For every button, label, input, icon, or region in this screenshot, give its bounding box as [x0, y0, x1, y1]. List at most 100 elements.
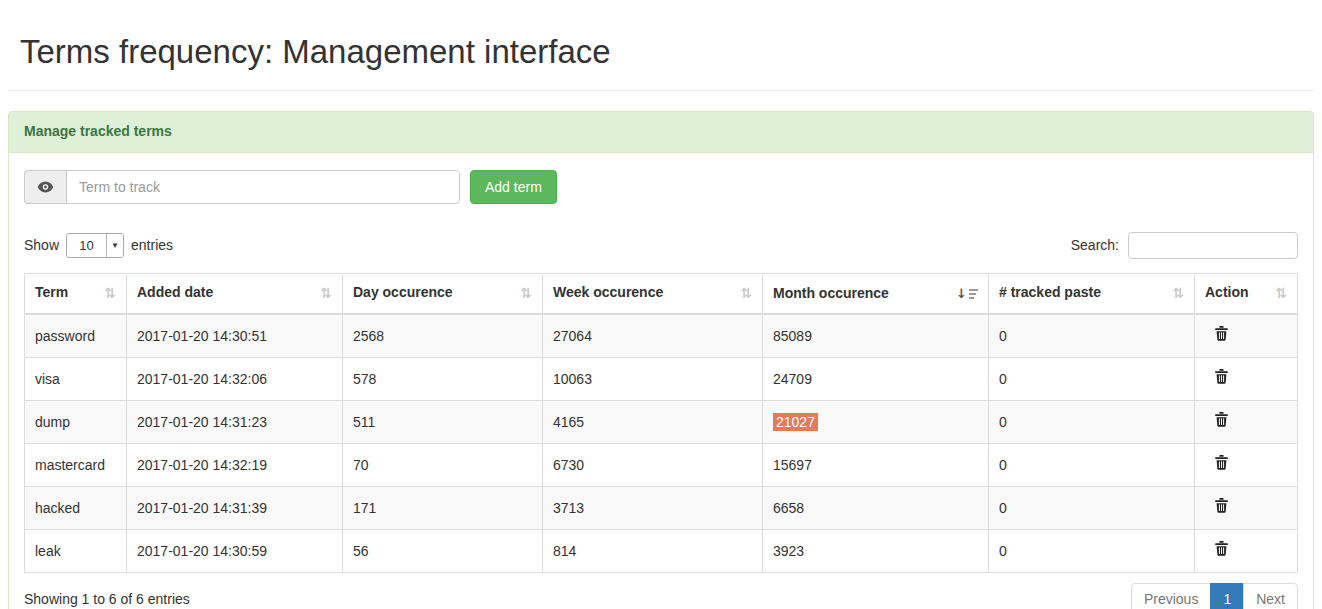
trash-icon: [1215, 329, 1228, 344]
action-cell: [1195, 444, 1298, 487]
day-occurence-cell: 2568: [343, 314, 543, 358]
page-container: Terms frequency: Management interface Ma…: [0, 28, 1322, 609]
month-occurence-cell: 6658: [763, 487, 989, 530]
manage-terms-panel: Manage tracked terms Add term: [8, 111, 1314, 609]
pagination-next[interactable]: Next: [1243, 583, 1298, 609]
tracked-paste-cell: 0: [989, 530, 1195, 573]
added-date-cell: 2017-01-20 14:32:06: [127, 358, 343, 401]
tracked-terms-table: ⇅ Term ⇅ Added date ⇅ Day occurence ⇅: [24, 273, 1298, 573]
show-label: Show: [24, 236, 59, 256]
tracked-paste-cell: 0: [989, 358, 1195, 401]
sort-icon: ⇅: [1172, 284, 1184, 304]
column-header-week-occurence[interactable]: ⇅ Week occurence: [543, 274, 763, 314]
column-header-action[interactable]: ⇅ Action: [1195, 274, 1298, 314]
added-date-cell: 2017-01-20 14:30:51: [127, 314, 343, 358]
day-occurence-cell: 56: [343, 530, 543, 573]
delete-term-button[interactable]: [1215, 541, 1228, 556]
page-title: Terms frequency: Management interface: [8, 28, 1314, 91]
term-cell: password: [25, 314, 127, 358]
table-row: password2017-01-20 14:30:512568270648508…: [25, 314, 1298, 358]
table-header-row: ⇅ Term ⇅ Added date ⇅ Day occurence ⇅: [25, 274, 1298, 314]
trash-icon: [1215, 458, 1228, 473]
eye-icon: [24, 170, 66, 204]
term-cell: leak: [25, 530, 127, 573]
term-input[interactable]: [66, 170, 460, 204]
table-row: visa2017-01-20 14:32:0657810063247090: [25, 358, 1298, 401]
week-occurence-cell: 27064: [543, 314, 763, 358]
tracked-paste-cell: 0: [989, 401, 1195, 444]
column-header-term[interactable]: ⇅ Term: [25, 274, 127, 314]
sort-icon: ⇅: [520, 284, 532, 304]
day-occurence-cell: 171: [343, 487, 543, 530]
pagination-page-1[interactable]: 1: [1210, 583, 1244, 609]
term-input-group: [24, 170, 460, 204]
action-cell: [1195, 487, 1298, 530]
delete-term-button[interactable]: [1215, 369, 1228, 384]
table-body: password2017-01-20 14:30:512568270648508…: [25, 314, 1298, 573]
page-length-value: 10: [67, 234, 106, 257]
page-length-control: Show 10 ▾ entries: [24, 233, 173, 258]
panel-title: Manage tracked terms: [9, 112, 1313, 153]
day-occurence-cell: 578: [343, 358, 543, 401]
day-occurence-cell: 70: [343, 444, 543, 487]
tracked-paste-cell: 0: [989, 444, 1195, 487]
month-occurence-cell: 15697: [763, 444, 989, 487]
term-cell: hacked: [25, 487, 127, 530]
panel-body: Add term Show 10 ▾ entries Search:: [9, 153, 1313, 609]
pagination-previous[interactable]: Previous: [1131, 583, 1211, 609]
chevron-down-icon: ▾: [106, 234, 123, 257]
search-label: Search:: [1071, 236, 1119, 256]
trash-icon: [1215, 501, 1228, 516]
add-term-button[interactable]: Add term: [470, 170, 557, 204]
sort-icon: ⇅: [1275, 284, 1287, 304]
search-input[interactable]: [1128, 232, 1298, 259]
action-cell: [1195, 530, 1298, 573]
action-cell: [1195, 358, 1298, 401]
week-occurence-cell: 4165: [543, 401, 763, 444]
table-footer: Showing 1 to 6 of 6 entries Previous 1 N…: [24, 583, 1298, 609]
delete-term-button[interactable]: [1215, 412, 1228, 427]
month-occurence-cell: 24709: [763, 358, 989, 401]
tracked-paste-cell: 0: [989, 314, 1195, 358]
tracked-paste-cell: 0: [989, 487, 1195, 530]
week-occurence-cell: 6730: [543, 444, 763, 487]
column-header-day-occurence[interactable]: ⇅ Day occurence: [343, 274, 543, 314]
column-header-added-date[interactable]: ⇅ Added date: [127, 274, 343, 314]
day-occurence-cell: 511: [343, 401, 543, 444]
term-cell: visa: [25, 358, 127, 401]
delete-term-button[interactable]: [1215, 498, 1228, 513]
sort-icon: ⇅: [740, 284, 752, 304]
week-occurence-cell: 10063: [543, 358, 763, 401]
added-date-cell: 2017-01-20 14:31:39: [127, 487, 343, 530]
trash-icon: [1215, 372, 1228, 387]
column-header-month-occurence[interactable]: ↓ Month occurence: [763, 274, 989, 314]
entries-label: entries: [131, 236, 173, 256]
table-controls: Show 10 ▾ entries Search:: [24, 232, 1298, 259]
table-row: hacked2017-01-20 14:31:39171371366580: [25, 487, 1298, 530]
term-cell: mastercard: [25, 444, 127, 487]
action-cell: [1195, 401, 1298, 444]
pagination: Previous 1 Next: [1131, 583, 1298, 609]
month-highlight: 21027: [773, 413, 818, 431]
sort-icon: ⇅: [320, 284, 332, 304]
week-occurence-cell: 3713: [543, 487, 763, 530]
sort-desc-icon: ↓: [956, 285, 978, 304]
month-occurence-cell: 21027: [763, 401, 989, 444]
added-date-cell: 2017-01-20 14:32:19: [127, 444, 343, 487]
page-length-select[interactable]: 10 ▾: [66, 233, 124, 258]
trash-icon: [1215, 544, 1228, 559]
action-cell: [1195, 314, 1298, 358]
column-header-tracked-paste[interactable]: ⇅ # tracked paste: [989, 274, 1195, 314]
delete-term-button[interactable]: [1215, 455, 1228, 470]
delete-term-button[interactable]: [1215, 326, 1228, 341]
sort-icon: ⇅: [104, 284, 116, 304]
table-row: mastercard2017-01-20 14:32:1970673015697…: [25, 444, 1298, 487]
term-cell: dump: [25, 401, 127, 444]
table-info: Showing 1 to 6 of 6 entries: [24, 590, 190, 609]
month-occurence-cell: 3923: [763, 530, 989, 573]
week-occurence-cell: 814: [543, 530, 763, 573]
added-date-cell: 2017-01-20 14:31:23: [127, 401, 343, 444]
search-control: Search:: [1071, 232, 1298, 259]
month-occurence-cell: 85089: [763, 314, 989, 358]
added-date-cell: 2017-01-20 14:30:59: [127, 530, 343, 573]
